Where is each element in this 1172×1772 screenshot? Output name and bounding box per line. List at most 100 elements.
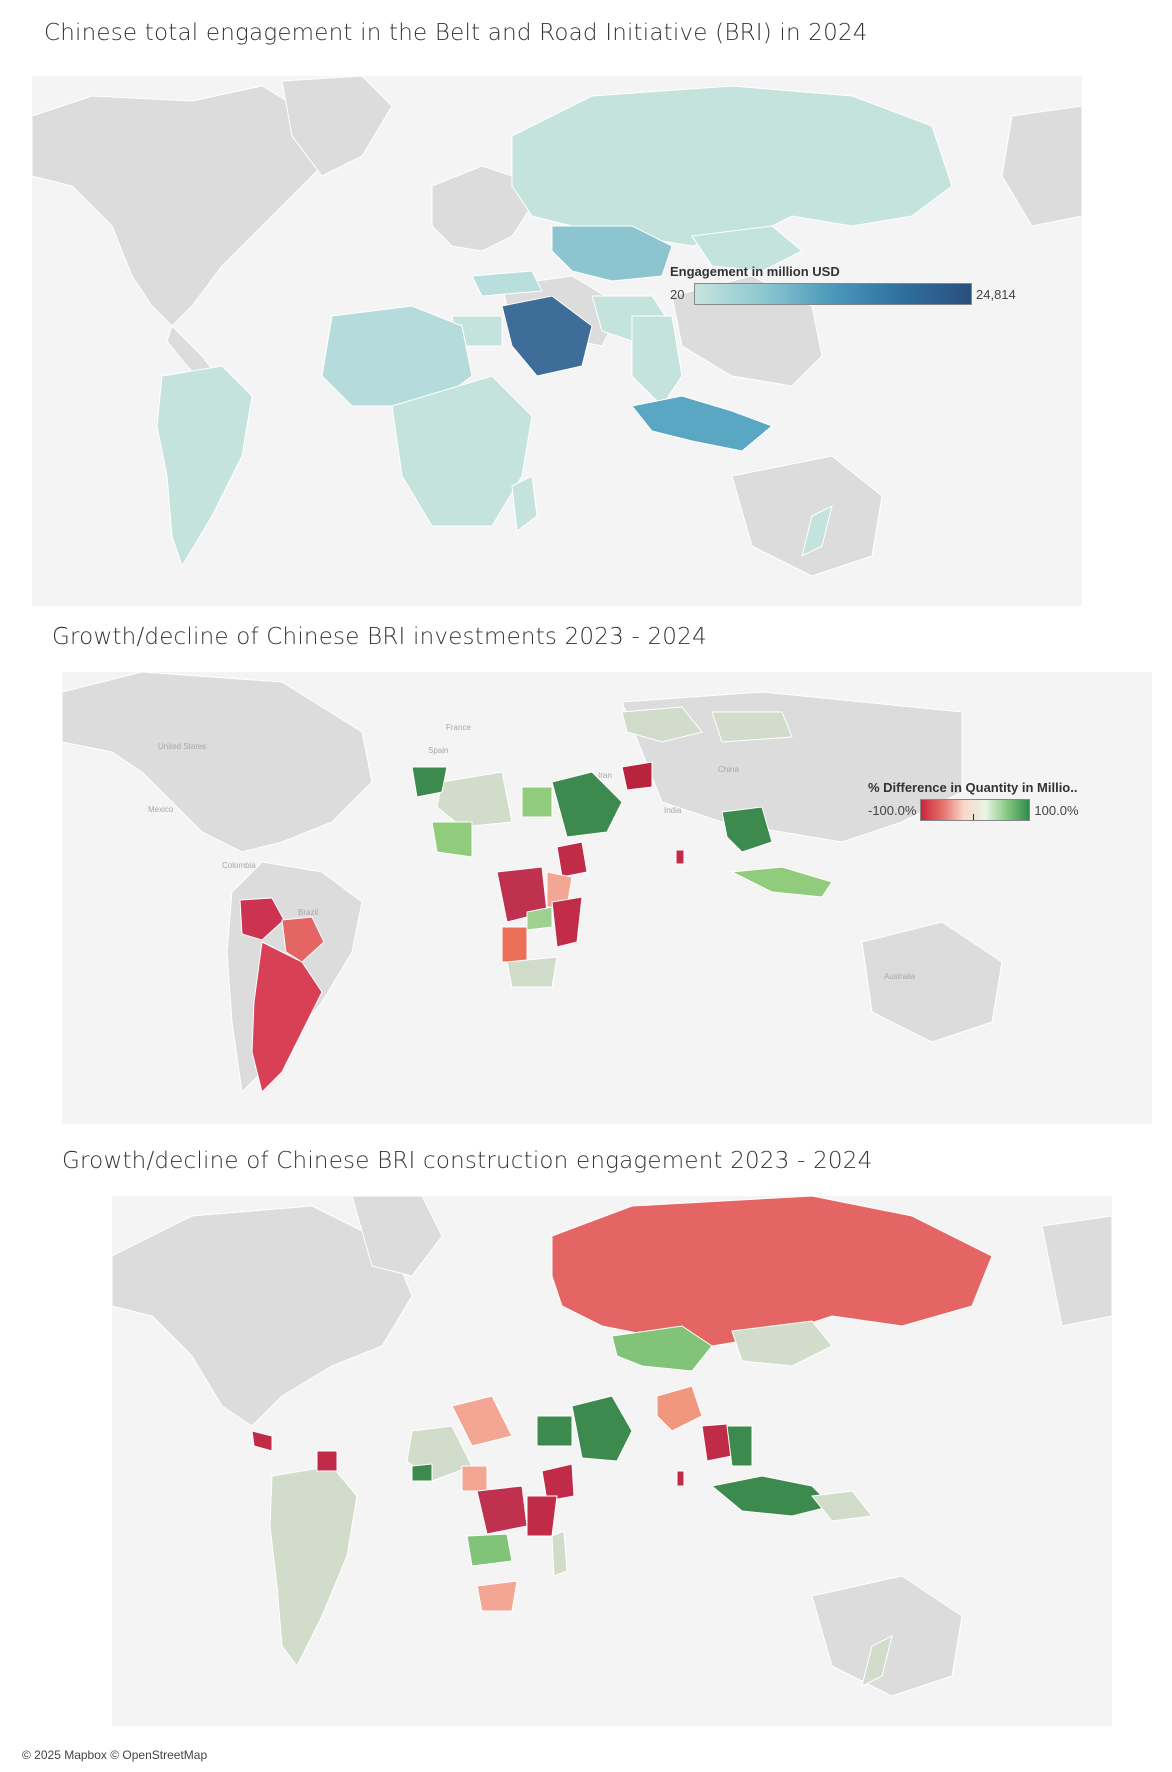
legend-engagement: Engagement in million USD 20 24,814 — [670, 264, 1016, 305]
country-indonesia — [631, 395, 773, 452]
country-vietnam-laos — [726, 1425, 753, 1467]
label-france: France — [446, 723, 471, 732]
country-mozambique — [551, 896, 583, 948]
country-chile-argentina — [251, 941, 323, 1093]
country-guyana-venezuela — [316, 1450, 338, 1472]
world-map-svg — [112, 1196, 1112, 1697]
map-title-total-engagement: Chinese total engagement in the Belt and… — [44, 20, 868, 46]
australia-land — [811, 1575, 963, 1697]
asia-land — [621, 691, 963, 843]
world-map-svg — [32, 76, 1082, 577]
label-australia: Australia — [884, 972, 916, 981]
country-dr-congo — [476, 1485, 528, 1535]
map-total-engagement[interactable] — [32, 76, 1082, 606]
legend-title: Engagement in million USD — [670, 264, 840, 279]
country-zambia — [526, 906, 553, 931]
country-ivory-coast — [411, 1463, 433, 1482]
country-peru — [239, 897, 285, 941]
country-kazakhstan — [551, 225, 673, 282]
country-nigeria — [461, 1465, 488, 1492]
country-afghanistan-pakistan — [656, 1385, 703, 1432]
country-algeria — [436, 771, 513, 828]
country-ethiopia — [556, 841, 588, 878]
country-russia — [551, 1196, 993, 1347]
bri-countries — [156, 85, 953, 568]
label-india: India — [664, 806, 682, 815]
country-egypt — [521, 786, 553, 818]
country-saudi-arabia — [501, 295, 593, 377]
australia-land — [731, 455, 883, 577]
country-south-africa — [476, 1580, 518, 1612]
bri-countries — [251, 1196, 993, 1687]
alaska-land — [1041, 1215, 1112, 1327]
bri-countries — [239, 706, 833, 1093]
country-thailand-vietnam — [721, 806, 773, 853]
legend-investments: % Difference in Quantity in Millio.. -10… — [868, 780, 1079, 821]
country-mali — [431, 821, 473, 858]
base-land — [112, 1196, 1112, 1697]
country-mongolia — [691, 225, 803, 272]
country-south-america — [269, 1465, 358, 1667]
country-kenya-tanzania — [526, 1495, 558, 1537]
country-morocco — [411, 766, 448, 798]
country-saudi-arabia — [551, 771, 623, 838]
legend-max-label: 100.0% — [1034, 802, 1079, 818]
country-ethiopia — [541, 1463, 575, 1502]
greenland-land — [281, 76, 393, 177]
alaska-land — [1001, 105, 1082, 227]
country-papua — [811, 1490, 873, 1522]
legend-color-bar — [694, 283, 972, 305]
country-new-zealand — [801, 505, 833, 557]
country-algeria-libya — [451, 1395, 513, 1447]
country-new-zealand — [861, 1635, 893, 1687]
country-south-america — [156, 365, 253, 568]
label-colombia: Colombia — [222, 861, 256, 870]
label-iran: Iran — [598, 771, 612, 780]
country-saudi-arabia-iraq — [571, 1395, 633, 1462]
country-madagascar — [511, 475, 538, 532]
world-map-svg: United States Mexico Colombia Brazil Fra… — [62, 672, 1003, 1094]
country-sri-lanka — [675, 849, 685, 865]
map-investments[interactable]: United States Mexico Colombia Brazil Fra… — [62, 672, 1152, 1124]
country-turkey — [471, 270, 543, 297]
country-madagascar — [551, 1530, 568, 1577]
legend-color-bar — [920, 799, 1031, 821]
label-mexico: Mexico — [148, 805, 174, 814]
country-afghanistan — [621, 761, 653, 791]
place-labels: United States Mexico Colombia Brazil Fra… — [148, 723, 916, 981]
map-attribution: © 2025 Mapbox © OpenStreetMap — [22, 1748, 208, 1762]
legend-scale-row: 20 24,814 — [670, 283, 1016, 305]
country-south-africa — [506, 956, 558, 988]
country-mongolia — [731, 1320, 833, 1367]
legend-min-label: 20 — [670, 286, 685, 302]
legend-title: % Difference in Quantity in Millio.. — [868, 780, 1078, 795]
country-bolivia — [281, 916, 325, 963]
greenland-land — [351, 1196, 443, 1277]
north-america-land — [32, 85, 333, 327]
legend-min-label: -100.0% — [868, 802, 917, 818]
country-indonesia — [730, 866, 833, 898]
label-spain: Spain — [428, 746, 448, 755]
country-central-america — [251, 1430, 273, 1452]
legend-scale-row: -100.0% 100.0% — [868, 799, 1079, 821]
country-mongolia — [711, 711, 793, 743]
country-namibia — [501, 926, 528, 963]
australia-land — [861, 921, 1003, 1043]
country-kazakhstan — [611, 1325, 713, 1372]
country-russia — [511, 85, 953, 247]
europe-land — [431, 165, 533, 252]
label-united-states: United States — [158, 742, 206, 751]
label-brazil: Brazil — [298, 908, 318, 917]
map-title-investments: Growth/decline of Chinese BRI investment… — [52, 624, 707, 650]
label-china: China — [718, 765, 739, 774]
country-angola-zambia — [466, 1533, 513, 1567]
country-central-east-africa — [391, 375, 533, 527]
country-egypt — [536, 1415, 573, 1447]
country-southeast-asia — [631, 315, 683, 407]
legend-max-label: 24,814 — [976, 286, 1016, 302]
map-title-construction: Growth/decline of Chinese BRI constructi… — [62, 1148, 873, 1174]
north-america-land — [62, 672, 373, 853]
map-construction[interactable] — [112, 1196, 1112, 1726]
north-america-land — [112, 1205, 413, 1427]
country-sri-lanka — [676, 1470, 685, 1487]
